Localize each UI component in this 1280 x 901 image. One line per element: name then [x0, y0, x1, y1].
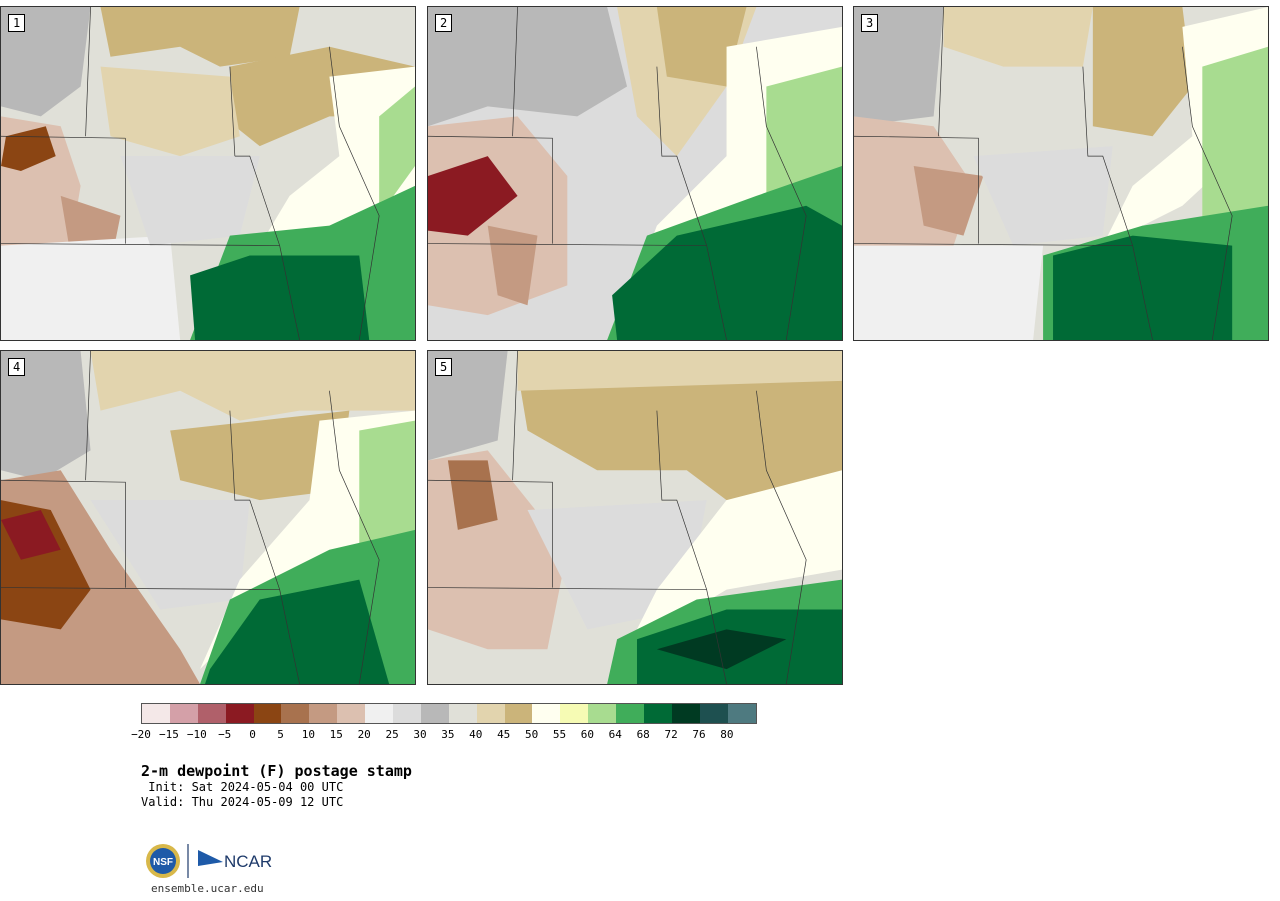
panel-number: 4 [8, 358, 26, 376]
colorbar-swatch [448, 704, 477, 723]
dewpoint-map [428, 7, 842, 340]
colorbar-tick-label: 15 [329, 728, 343, 741]
colorbar-swatch [588, 704, 617, 723]
colorbar-tick-label: 35 [441, 728, 455, 741]
colorbar-swatch [504, 704, 533, 723]
map-panel-5: 5 [427, 350, 843, 685]
colorbar-swatch [420, 704, 449, 723]
colorbar-tick-label: 80 [720, 728, 734, 741]
colorbar-swatch [281, 704, 310, 723]
valid-time: Valid: Thu 2024-05-09 12 UTC [141, 795, 344, 809]
dewpoint-map [1, 7, 415, 340]
dewpoint-map [428, 351, 842, 684]
colorbar-tick-label: 68 [636, 728, 650, 741]
colorbar-swatch [393, 704, 421, 723]
map-panel-3: 3 [853, 6, 1269, 341]
seal-text: NSF [153, 857, 173, 868]
figure-title: 2-m dewpoint (F) postage stamp [141, 762, 412, 780]
colorbar-swatch [225, 704, 254, 723]
ncar-text: NCAR [224, 852, 272, 871]
nsf-seal-icon: NSF [146, 844, 180, 878]
nsf-ncar-logo: NSF NCAR [146, 844, 272, 878]
colorbar-tick-label: 72 [664, 728, 678, 741]
colorbar-swatch [727, 704, 756, 723]
colorbar-tick-label: −15 [158, 728, 179, 741]
colorbar-swatch [671, 704, 700, 723]
dewpoint-map [854, 7, 1268, 340]
colorbar-swatch [197, 704, 226, 723]
map-panel-1: 1 [0, 6, 416, 341]
colorbar-swatch [476, 704, 505, 723]
ncar-mark-icon [198, 850, 223, 866]
colorbar-tick-label: 50 [524, 728, 539, 741]
panel-number: 5 [435, 358, 453, 376]
colorbar-swatch [309, 704, 338, 723]
colorbar-swatch [532, 704, 561, 723]
colorbar-tick-label: 40 [469, 728, 483, 741]
colorbar-tick-label: 64 [608, 728, 622, 741]
panel-number: 1 [8, 14, 26, 32]
map-panel-2: 2 [427, 6, 843, 341]
map-panel-4: 4 [0, 350, 416, 685]
colorbar-tick-label: −20 [131, 728, 151, 741]
colorbar-swatch [616, 704, 645, 723]
colorbar-swatch [699, 704, 728, 723]
colorbar-tick-label: 5 [277, 728, 284, 741]
colorbar-tick-label: 25 [385, 728, 399, 741]
panel-number: 3 [861, 14, 879, 32]
colorbar-swatch [169, 704, 198, 723]
website-url: ensemble.ucar.edu [151, 882, 264, 895]
colorbar-swatch [337, 704, 366, 723]
colorbar-tick-label: 55 [552, 728, 567, 741]
colorbar-swatch [253, 704, 282, 723]
colorbar-swatch [142, 704, 170, 723]
colorbar-swatch [560, 704, 589, 723]
colorbar-swatch [644, 704, 672, 723]
colorbar-tick-label: −5 [218, 728, 232, 741]
colorbar-tick-label: 60 [580, 728, 595, 741]
colorbar-tick-label: −10 [186, 728, 207, 741]
colorbar-tick-label: 20 [357, 728, 371, 741]
colorbar [141, 703, 757, 724]
colorbar-tick-label: 30 [413, 728, 427, 741]
colorbar-tick-label: 0 [249, 728, 256, 741]
colorbar-tick-label: 45 [497, 728, 511, 741]
dewpoint-map [1, 351, 415, 684]
colorbar-tick-label: 10 [301, 728, 316, 741]
colorbar-swatch [365, 704, 394, 723]
panel-number: 2 [435, 14, 453, 32]
colorbar-tick-label: 76 [692, 728, 706, 741]
init-time: Init: Sat 2024-05-04 00 UTC [141, 780, 344, 794]
